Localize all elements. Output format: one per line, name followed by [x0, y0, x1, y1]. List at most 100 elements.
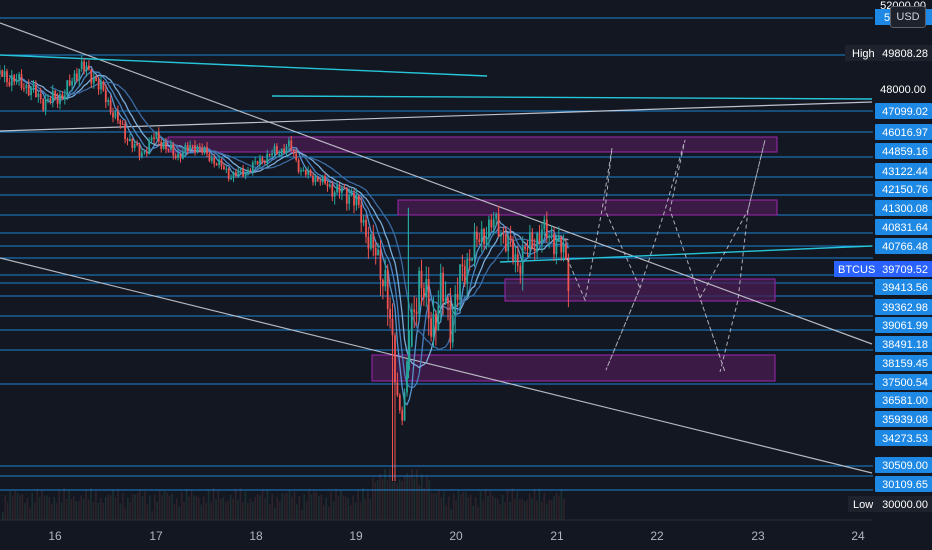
candle-body	[25, 85, 28, 88]
volume-bar	[352, 495, 354, 520]
candle-body	[550, 234, 553, 236]
volume-bar	[220, 498, 222, 520]
volume-bar	[19, 495, 21, 520]
candle-body	[304, 170, 307, 175]
volume-bar	[330, 491, 332, 520]
volume-bar	[425, 476, 428, 520]
candle-body	[418, 270, 420, 314]
volume-bar	[398, 479, 401, 520]
price-level-label: 39413.56	[882, 282, 928, 294]
date-tick-17: 17	[149, 529, 163, 543]
volume-bar	[234, 489, 237, 520]
candle-body	[247, 170, 249, 173]
volume-bar	[362, 488, 364, 520]
candle-body	[451, 315, 454, 343]
candle-body	[295, 153, 298, 160]
candle-body	[208, 153, 211, 161]
candle-body	[63, 95, 66, 100]
volume-bar	[11, 495, 14, 520]
volume-bar	[563, 498, 565, 520]
candle-body	[278, 154, 281, 156]
candle-body	[444, 298, 447, 302]
volume-bar	[443, 491, 445, 520]
candle-body	[109, 100, 112, 113]
volume-bar	[548, 499, 550, 520]
volume-bar	[87, 499, 90, 520]
candle-body	[167, 149, 170, 151]
volume-bar	[342, 495, 345, 520]
volume-bar	[180, 492, 183, 520]
price-axis[interactable]: 52000.0048000.00High49808.2847099.024601…	[834, 0, 932, 550]
volume-bar	[555, 492, 558, 520]
volume-bar	[487, 496, 489, 520]
candle-body	[425, 279, 428, 298]
date-tick-24: 24	[851, 529, 865, 543]
volume-bar	[247, 503, 249, 520]
volume-bar	[489, 491, 492, 520]
volume-bar	[2, 512, 4, 520]
candle-body	[150, 137, 153, 141]
volume-bar	[291, 496, 293, 520]
candle-body	[386, 269, 389, 309]
candle-body	[324, 176, 326, 184]
candle-body	[331, 184, 334, 197]
volume-bar	[411, 469, 413, 520]
volume-bar	[349, 504, 352, 520]
candle-body	[42, 99, 45, 111]
candle-body	[541, 229, 543, 243]
price-level-label: 41300.08	[882, 203, 928, 215]
volume-bar	[470, 494, 472, 520]
volume-bar	[195, 496, 198, 520]
candle-body	[548, 235, 551, 238]
candle-body	[507, 235, 510, 252]
candle-body	[61, 94, 64, 100]
candle-body	[353, 193, 355, 206]
candle-body	[526, 248, 529, 250]
candle-body	[189, 145, 191, 152]
volume-bar	[310, 494, 313, 520]
volume-bar	[276, 497, 278, 520]
candle-body	[230, 178, 232, 180]
volume-bar	[320, 494, 323, 520]
date-tick-21: 21	[550, 529, 564, 543]
volume-bar	[185, 489, 188, 520]
price-level-label-bg	[875, 200, 932, 216]
time-axis[interactable]: 16 17 18 19 20 21 22 23 24	[0, 519, 873, 550]
volume-bar	[558, 495, 560, 520]
volume-bar	[408, 475, 411, 520]
currency-badge[interactable]: USD	[890, 6, 926, 28]
candle-body	[497, 213, 500, 237]
candle-body	[338, 185, 341, 193]
descending-trendline-upper	[0, 22, 873, 345]
candle-body	[232, 172, 235, 179]
candle-body	[432, 313, 435, 337]
volume-bar	[438, 490, 440, 520]
volume-bar	[492, 495, 494, 520]
candle-body	[179, 153, 182, 159]
volume-bar	[288, 490, 291, 520]
candle-body	[401, 410, 404, 421]
volume-bar	[85, 489, 87, 520]
candle-body	[420, 270, 423, 289]
candle-body	[68, 80, 71, 86]
price-level-label-bg	[875, 374, 932, 390]
candle-body	[121, 124, 124, 125]
price-level-label: 30109.65	[882, 479, 928, 491]
volume-bar	[472, 505, 474, 520]
volume-bar	[367, 491, 369, 520]
candle-body	[365, 219, 367, 237]
candle-body	[15, 79, 18, 82]
volume-bar	[533, 488, 536, 520]
volume-bar	[183, 502, 185, 520]
high-value: 49808.28	[882, 48, 928, 60]
candle-body	[319, 181, 322, 183]
candle-body	[148, 140, 151, 154]
candle-body	[439, 272, 442, 306]
candle-body	[78, 68, 81, 81]
volume-bar	[325, 497, 327, 520]
candle-body	[341, 187, 343, 193]
date-tick-16: 16	[48, 529, 62, 543]
volume-bar	[119, 503, 122, 520]
volume-bar	[413, 478, 416, 520]
